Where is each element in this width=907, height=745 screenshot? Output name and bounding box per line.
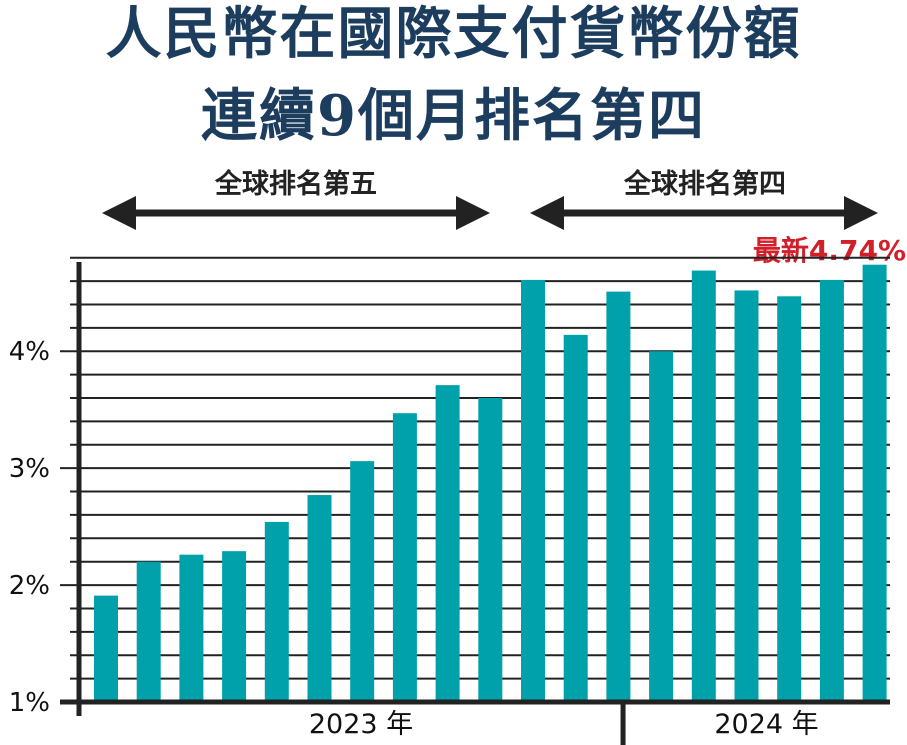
bar — [862, 264, 887, 702]
y-tick-label: 1% — [9, 688, 50, 718]
range-label-rank-five: 全球排名第五 — [214, 168, 377, 200]
bar — [350, 461, 375, 702]
latest-value-annotation: 最新4.74% — [753, 234, 906, 267]
bar — [222, 551, 247, 702]
chart-title-line1: 人民幣在國際支付貨幣份額 — [105, 1, 802, 67]
x-group-label: 2024 年 — [714, 709, 818, 740]
bar — [392, 413, 417, 702]
bar — [819, 279, 844, 702]
bar — [777, 296, 802, 702]
bar — [94, 595, 118, 702]
y-axis-ticks: 1% 2% 3% 4% — [9, 337, 50, 718]
bar — [521, 279, 545, 702]
chart-title-line2: 連續9個月排名第四 — [201, 83, 706, 149]
bar — [606, 291, 631, 702]
range-arrow-rank-five: 全球排名第五 — [102, 168, 490, 230]
bar — [179, 554, 204, 702]
bar — [563, 334, 588, 702]
range-arrow-rank-four: 全球排名第四 — [530, 168, 878, 230]
bar — [691, 270, 716, 702]
bar — [435, 385, 460, 702]
x-axis-labels: 2023 年 2024 年 — [309, 709, 819, 740]
axes — [60, 262, 890, 745]
bar — [307, 495, 332, 702]
bar — [478, 398, 503, 702]
bar — [136, 561, 161, 702]
range-label-rank-four: 全球排名第四 — [623, 168, 786, 200]
x-group-label: 2023 年 — [309, 709, 413, 740]
y-tick-label: 3% — [9, 454, 50, 484]
bar — [649, 351, 674, 702]
y-tick-label: 4% — [9, 337, 50, 367]
bars — [94, 264, 887, 702]
bar — [734, 290, 759, 702]
y-tick-label: 2% — [9, 571, 50, 601]
bar — [264, 521, 289, 702]
